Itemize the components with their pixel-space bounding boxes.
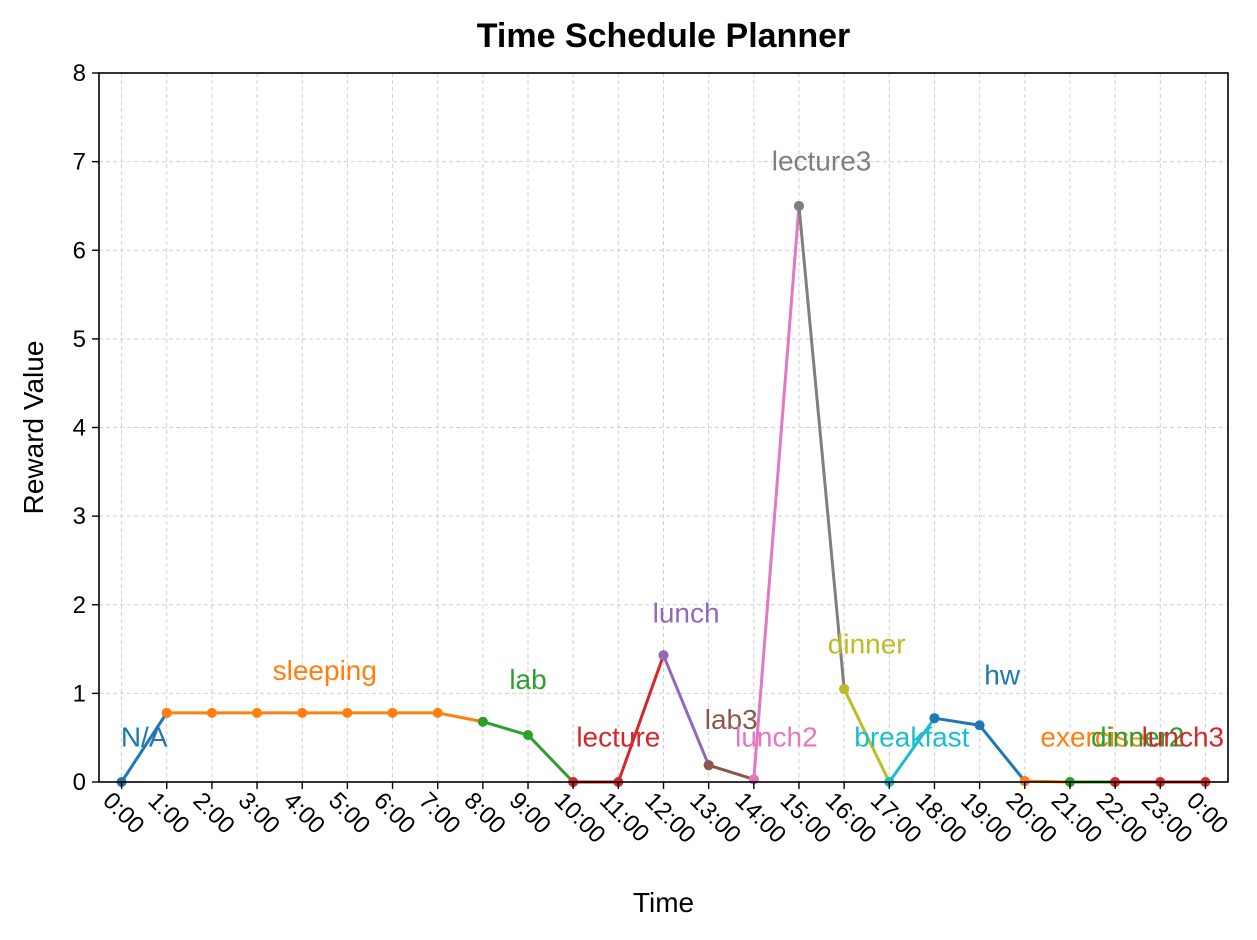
series-line [662,654,711,766]
data-point [929,713,940,724]
x-tick-label: 14:00 [730,787,792,849]
data-point [387,707,398,718]
x-axis-label: Time [633,887,694,918]
grid [99,72,1228,783]
y-tick-label: 1 [73,680,86,707]
data-point [477,716,488,727]
series-line [888,717,936,783]
y-tick-label: 2 [73,592,86,619]
segment-label: breakfast [854,722,969,753]
segment-label: lab [509,664,546,695]
series-line [752,205,801,780]
segment-label: lunch3 [1142,722,1225,753]
x-tick-label: 23:00 [1136,787,1198,849]
chart-title: Time Schedule Planner [477,17,851,55]
data-point [658,650,669,661]
segment-label: dinner [828,628,906,659]
data-point [974,720,985,731]
x-tick-label: 5:00 [323,787,375,839]
segment-label: dinner2 [1091,722,1184,753]
segment-label: N/A [121,722,168,753]
data-point [252,707,263,718]
segment-label: sleeping [273,655,377,686]
series-line [166,711,484,724]
x-tick-label: 9:00 [504,787,556,839]
x-axis: 0:001:002:003:004:005:006:007:008:009:00… [97,782,1233,849]
data-point [839,683,850,694]
segment-label: lecture3 [772,145,872,176]
data-point [1019,776,1030,787]
y-tick-label: 7 [73,149,86,176]
y-tick-label: 8 [73,60,86,87]
data-point [342,707,353,718]
x-tick-label: 21:00 [1046,787,1108,849]
x-tick-label: 18:00 [910,787,972,849]
x-tick-label: 17:00 [865,787,927,849]
y-tick-label: 3 [73,503,86,530]
x-tick-label: 1:00 [142,787,194,839]
series-lecture3 [793,200,850,694]
y-tick-label: 6 [73,237,86,264]
series-line [120,712,168,783]
data-point [523,730,534,741]
x-tick-label: 11:00 [594,787,654,847]
x-tick-label: 16:00 [820,787,882,849]
y-tick-label: 0 [73,769,86,796]
y-axis: 0 1 2 3 4 5 6 7 8 [73,60,99,796]
x-tick-label: 2:00 [188,787,240,839]
series-line [842,688,891,783]
data-point [206,707,217,718]
x-tick-label: 10:00 [549,787,611,849]
segment-label: lecture [576,722,660,753]
series-sleeping [161,707,488,727]
data-point [793,200,804,211]
x-tick-label: 3:00 [233,787,285,839]
x-tick-label: 20:00 [1001,787,1063,849]
series-lunch2 [748,200,804,785]
segment-label: lab3 [705,704,758,735]
x-tick-label: 12:00 [639,787,701,849]
x-tick-label: 7:00 [413,787,465,839]
y-tick-label: 4 [73,415,86,442]
x-tick-label: 8:00 [459,787,511,839]
y-tick-label: 5 [73,326,86,353]
segment-label: exercise [1040,722,1144,753]
y-axis-label: Reward Value [18,341,49,515]
data-point [297,707,308,718]
data-point [703,760,714,771]
x-tick-label: 0:00 [97,787,149,839]
x-tick-label: 22:00 [1091,787,1153,849]
data-point [161,707,172,718]
segment-label: lunch2 [735,722,818,753]
series-line [708,763,755,781]
series-line [797,205,846,690]
x-tick-label: 15:00 [775,787,837,849]
segment-label: lunch [653,597,720,628]
x-tick-label: 13:00 [684,787,746,849]
data-point [432,707,443,718]
x-tick-label: 6:00 [368,787,420,839]
x-tick-label: 4:00 [278,787,330,839]
x-tick-label: 19:00 [955,787,1017,849]
segment-label: hw [984,660,1021,691]
